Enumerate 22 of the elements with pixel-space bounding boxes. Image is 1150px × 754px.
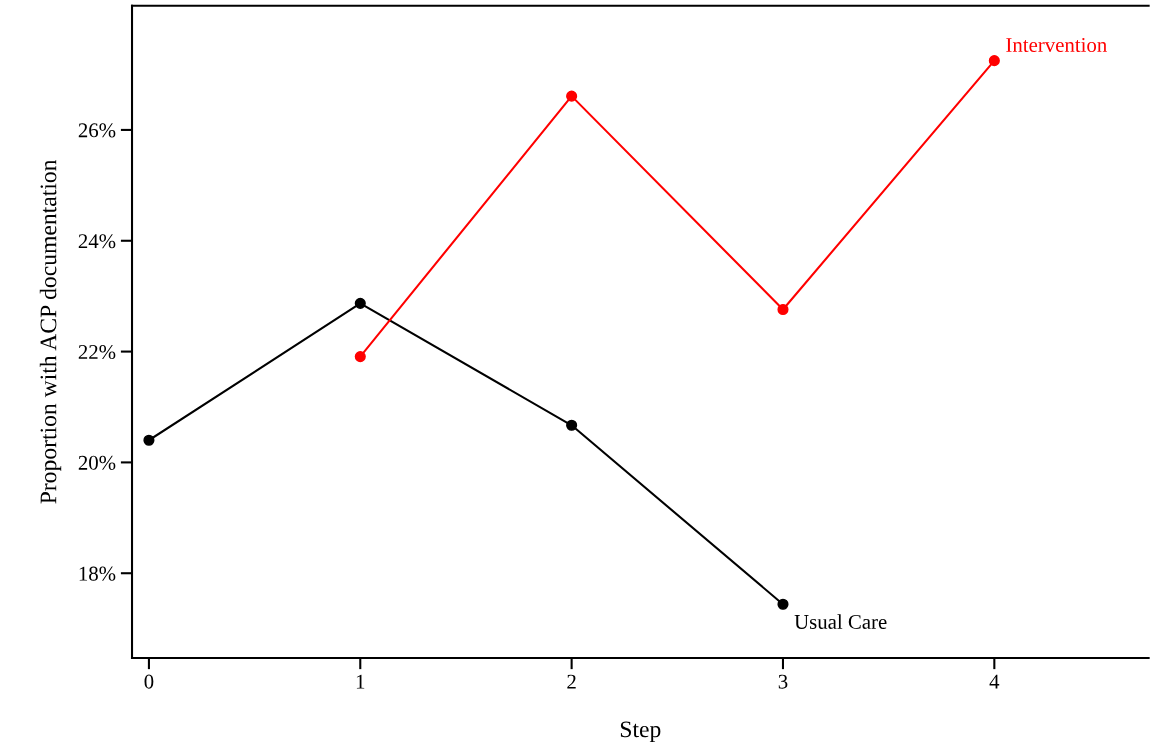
point <box>566 419 578 431</box>
point <box>566 90 578 102</box>
x-tick-label: 2 <box>567 674 576 689</box>
x-axis-title: Step <box>620 721 661 743</box>
y-tick-label: 24% <box>78 234 116 249</box>
point <box>988 55 1000 67</box>
point <box>777 598 789 610</box>
x-tick-label: 3 <box>778 674 788 689</box>
point <box>143 434 155 446</box>
series-label: Usual Care <box>794 614 887 629</box>
y-tick-label: 20% <box>78 455 116 470</box>
series-label: Intervention <box>1006 37 1107 52</box>
x-tick-label: 4 <box>989 674 1000 689</box>
point <box>354 297 366 309</box>
point <box>777 303 789 316</box>
y-tick-label: 22% <box>78 344 116 360</box>
x-tick-label: 0 <box>144 674 154 689</box>
y-tick-label: 26% <box>78 123 116 138</box>
y-tick-label: 18% <box>79 566 116 581</box>
point <box>354 351 366 363</box>
x-tick-label: 1 <box>356 674 365 689</box>
y-axis-title: Proportion with ACP documentation <box>39 159 62 504</box>
